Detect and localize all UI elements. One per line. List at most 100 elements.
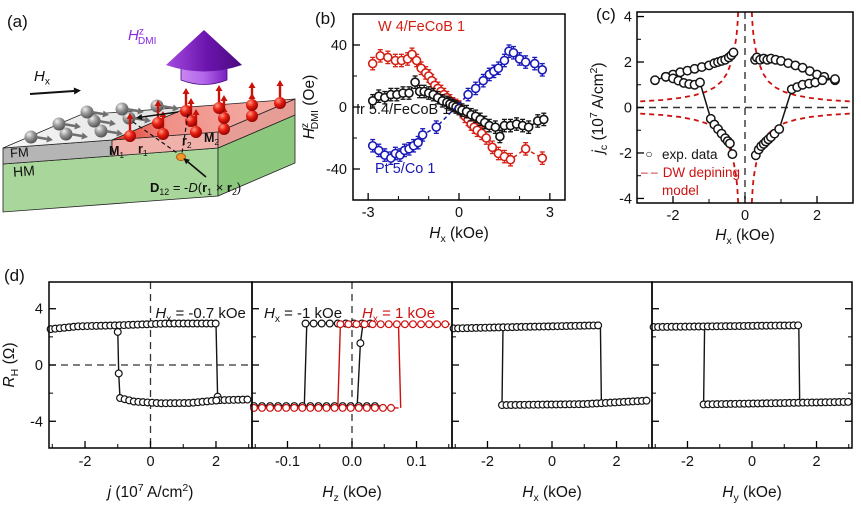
d-axes-2: -2 0 2 [452, 308, 650, 470]
svg-text:-2: -2 [481, 454, 494, 470]
svg-text:0: 0 [624, 101, 632, 117]
a-label-m1: M1 [109, 144, 125, 160]
svg-text:2: 2 [612, 454, 620, 470]
c-axes: -2 0 2 4 2 0 -2 -4 [619, 10, 854, 224]
svg-text:0.0: 0.0 [342, 454, 362, 470]
svg-text:0: 0 [339, 100, 347, 116]
d-xlabel-2: Hx (kOe) [522, 484, 582, 504]
panel-b-letter: (b) [315, 9, 336, 28]
c-legend-model-label: DW depining [662, 164, 740, 180]
b-series-2 [367, 44, 548, 166]
panel-b-chart: -3 0 3 40 0 -40 Hx (kOe) HzDMI (Oe) [299, 0, 590, 260]
d-subpanel-0: -2 0 2 4 0 -4 j (107 A/cm2) Hx = -0.7 kOe [30, 281, 253, 501]
a-label-hm: HM [12, 162, 36, 180]
d-annotation-1-1: Hx = 1 kOe [362, 305, 435, 325]
svg-text:-40: -40 [326, 162, 347, 178]
a-label-hdmi: HzDMI [128, 26, 157, 47]
c-legend-exp-row: ○ exp. data [641, 146, 740, 164]
a-label-formula: D12 = -D(r1 × r2) [150, 180, 242, 198]
d-xlabel-3: Hy (kOe) [722, 484, 782, 504]
d-loop [449, 321, 651, 410]
svg-text:4: 4 [624, 10, 632, 26]
d-annotation-0-0: Hx = -0.7 kOe [155, 305, 246, 325]
svg-text:4: 4 [35, 302, 43, 318]
dmi-cone [166, 30, 242, 72]
c-legend-model-row: – – DW depining [641, 164, 740, 182]
svg-text:-2: -2 [79, 454, 92, 470]
c-svg: -2 0 2 4 2 0 -2 -4 Hx (kOe) jc (107 A/cm2) [588, 10, 854, 247]
svg-text:0: 0 [548, 454, 556, 470]
a-label-fm: FM [9, 144, 30, 161]
d-ylabel: RH (Ω) [1, 342, 21, 387]
svg-text:2: 2 [624, 55, 632, 71]
b-series-1 [367, 75, 549, 144]
a-label-hx: Hx [34, 68, 50, 88]
svg-text:-2: -2 [619, 146, 632, 162]
c-legend: ○ exp. data – – DW depining model [641, 146, 740, 199]
svg-text:-2: -2 [667, 208, 680, 224]
b-series-label-pt-co: Pt 5/Co 1 [375, 161, 436, 177]
svg-text:-3: -3 [362, 205, 375, 221]
d-axes-0: -2 0 2 4 0 -4 [30, 302, 250, 470]
svg-text:0.1: 0.1 [406, 454, 426, 470]
d-annotation-1-0: Hx = -1 kOe [264, 305, 342, 325]
b-series-label-ir-fecob: Ir 5.4/FeCoB 1 [356, 102, 451, 118]
b-axes: -3 0 3 40 0 -40 [326, 38, 554, 221]
svg-text:-4: -4 [619, 191, 632, 207]
svg-text:2: 2 [212, 454, 220, 470]
svg-text:-2: -2 [681, 454, 694, 470]
a-label-r1: r1 [138, 142, 148, 158]
c-legend-model-row2: model [641, 182, 740, 200]
svg-text:-0.1: -0.1 [275, 454, 300, 470]
panel-d-charts: RH (Ω) -2 0 2 4 0 -4 j (107 A/cm2) Hx = -0.7 kOe… [0, 260, 861, 509]
b-svg: -3 0 3 40 0 -40 Hx (kOe) HzDMI (Oe) [299, 13, 566, 245]
panel-a-letter: (a) [7, 12, 28, 31]
panel-c-letter: (c) [596, 5, 616, 24]
d-loop [46, 319, 252, 408]
panel-c-chart: -2 0 2 4 2 0 -2 -4 Hx (kOe) jc (107 A/cm2) [588, 0, 861, 260]
svg-text:2: 2 [812, 454, 820, 470]
a-label-m2: M2 [204, 131, 220, 147]
d-xlabel-0: j (107 A/cm2) [106, 482, 194, 501]
d-axes-3: -2 0 2 [652, 308, 852, 470]
d-axes-1: -0.1 0.0 0.1 [252, 308, 450, 470]
c-ylabel: jc (107 A/cm2) [590, 62, 610, 155]
c-legend-model-label2: model [662, 182, 699, 198]
svg-text:0: 0 [35, 358, 43, 374]
svg-text:0: 0 [455, 205, 463, 221]
defect-site-dot [176, 153, 186, 161]
c-legend-exp-label: exp. data [662, 147, 718, 162]
r1-dashed-line [132, 121, 181, 156]
d-subpanel-1: -0.1 0.0 0.1 Hz (kOe) Hx = -1 kOe Hx = 1 kOe [249, 281, 453, 504]
svg-text:3: 3 [546, 205, 554, 221]
red-spheres [124, 80, 286, 142]
c-exp-data [650, 47, 840, 161]
panel-d-letter: (d) [4, 266, 25, 285]
svg-text:0: 0 [146, 454, 154, 470]
c-xlabel: Hx (kOe) [715, 227, 775, 247]
b-series-label-w-fecob: W 4/FeCoB 1 [378, 19, 466, 35]
d-xlabel-1: Hz (kOe) [322, 484, 382, 504]
dashed-line-icon: – – [641, 164, 658, 179]
open-circle-icon: ○ [645, 146, 653, 161]
b-xlabel: Hx (kOe) [429, 225, 489, 245]
d-loop [249, 319, 383, 411]
a-schematic-svg [2, 30, 296, 213]
d-frame-3 [651, 281, 853, 449]
svg-text:40: 40 [331, 38, 347, 54]
gray-spheres [24, 99, 179, 144]
b-ylabel: HzDMI (Oe) [300, 75, 321, 140]
d-subpanel-3: -2 0 2 Hy (kOe) [649, 281, 853, 504]
d-svg: RH (Ω) -2 0 2 4 0 -4 j (107 A/cm2) Hx = -0.7 kOe… [1, 281, 853, 504]
d-subpanel-2: -2 0 2 Hx (kOe) [449, 281, 653, 504]
d-frame-2 [451, 281, 653, 449]
a-label-r2: r2 [182, 134, 192, 150]
svg-text:-4: -4 [30, 414, 43, 430]
svg-text:0: 0 [741, 208, 749, 224]
d-loop [649, 321, 853, 409]
svg-text:2: 2 [813, 208, 821, 224]
svg-text:0: 0 [748, 454, 756, 470]
panel-a-schematic: Hx HzDMI FM HM M1 r1 r2 M2 D12 = -D(r1 × r2) [0, 0, 320, 260]
d-loop [249, 320, 451, 412]
